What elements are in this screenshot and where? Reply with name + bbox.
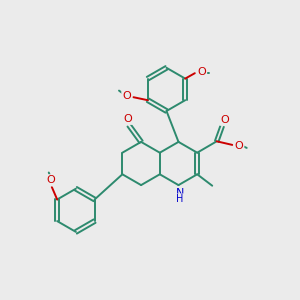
Text: O: O — [220, 115, 229, 125]
Text: O: O — [197, 67, 206, 77]
Text: O: O — [122, 91, 131, 101]
Text: O: O — [123, 114, 132, 124]
Text: O: O — [46, 175, 55, 185]
Text: N: N — [176, 188, 184, 199]
Text: O: O — [235, 141, 243, 151]
Text: H: H — [176, 194, 184, 205]
